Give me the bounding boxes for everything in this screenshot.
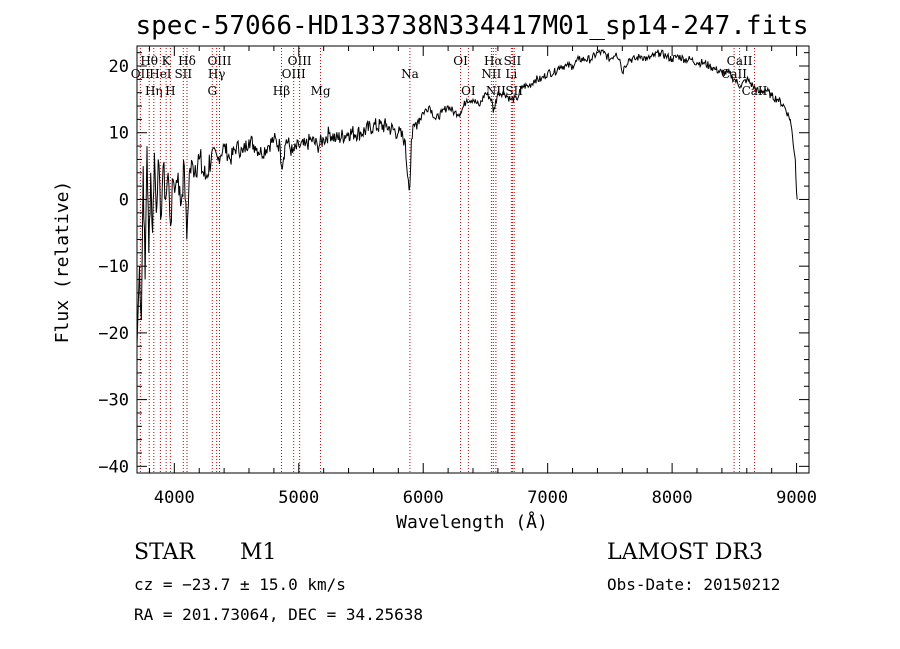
x-tick-label-1: 5000	[278, 488, 319, 508]
line-marker-label-16: OI	[453, 54, 468, 68]
x-tick-label-2: 6000	[403, 488, 444, 508]
redshift-velocity: cz = −23.7 ± 15.0 km/s	[134, 575, 346, 594]
line-marker-label-1: OII	[131, 67, 151, 81]
y-tick-label-4: 0	[119, 190, 129, 210]
spectrum-line	[136, 48, 798, 347]
line-marker-label-10: G	[207, 84, 217, 98]
line-marker-label-3: HeI	[149, 67, 172, 81]
line-marker-label-11: Hβ	[273, 84, 290, 98]
x-tick-label-0: 4000	[154, 488, 195, 508]
object-subclass: M1	[240, 540, 277, 565]
survey-name: LAMOST DR3	[607, 540, 763, 565]
spectrum-series	[136, 48, 798, 347]
ra-dec-coordinates: RA = 201.73064, DEC = 34.25638	[134, 605, 423, 624]
y-tick-label-6: 20	[109, 57, 129, 77]
x-tick-label-4: 8000	[652, 488, 693, 508]
x-tick-label-3: 7000	[527, 488, 568, 508]
line-marker-label-26: CaII	[742, 84, 768, 98]
line-marker-label-18: Hα	[484, 54, 503, 68]
line-marker-label-22: Li	[505, 67, 517, 81]
line-marker-label-9: Hγ	[208, 67, 226, 81]
line-marker-label-5: H	[165, 84, 175, 98]
y-axis-label: Flux (relative)	[52, 181, 73, 344]
line-marker-label-21: SII	[504, 54, 522, 68]
y-tick-label-2: −20	[98, 324, 129, 344]
line-marker-label-19: NII	[481, 67, 501, 81]
line-marker-label-12: OIII	[282, 67, 306, 81]
line-marker-label-2: Hη	[145, 84, 163, 98]
y-tick-label-1: −30	[98, 391, 129, 411]
line-marker-label-24: CaII	[727, 54, 753, 68]
line-marker-label-25: CaII	[721, 67, 747, 81]
x-tick-label-5: 9000	[776, 488, 817, 508]
observation-date: Obs-Date: 20150212	[607, 575, 780, 594]
line-marker-label-15: Na	[401, 67, 419, 81]
line-marker-label-7: Hδ	[178, 54, 196, 68]
plot-frame	[136, 45, 810, 474]
chart-title: spec-57066-HD133738N334417M01_sp14-247.f…	[135, 11, 808, 41]
x-axis-label: Wavelength (Å)	[396, 511, 548, 533]
y-tick-label-3: −10	[98, 257, 129, 277]
line-marker-label-4: K	[162, 54, 172, 68]
x-axis-ticks: 4000 5000 6000 7000 8000 9000	[148, 46, 817, 508]
line-marker-label-13: OIII	[288, 54, 312, 68]
line-marker-label-14: Mg	[311, 84, 331, 98]
y-tick-label-0: −40	[98, 457, 129, 477]
object-class: STAR	[134, 540, 196, 565]
line-marker-label-8: OIII	[207, 54, 231, 68]
y-tick-label-5: 10	[109, 124, 129, 144]
line-marker-label-6: SII	[174, 67, 192, 81]
y-axis-ticks: −40 −30 −20 −10 0 10 20	[98, 52, 809, 477]
line-marker-label-17: OI	[461, 84, 476, 98]
